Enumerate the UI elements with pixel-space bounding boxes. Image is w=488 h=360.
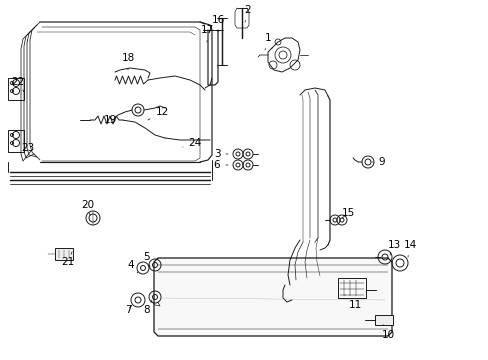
Polygon shape <box>154 258 391 336</box>
Text: 2: 2 <box>244 5 251 22</box>
Text: 12: 12 <box>148 107 168 120</box>
Bar <box>8 78 24 100</box>
Text: 21: 21 <box>61 252 75 267</box>
Text: 6: 6 <box>213 160 227 170</box>
Bar <box>374 315 392 325</box>
Text: 1: 1 <box>264 33 271 50</box>
Text: 18: 18 <box>121 53 134 70</box>
Text: 3: 3 <box>213 149 227 159</box>
Text: 16: 16 <box>211 15 224 32</box>
Text: 17: 17 <box>200 25 213 42</box>
Text: 22: 22 <box>11 77 24 92</box>
Text: 24: 24 <box>182 138 201 148</box>
Text: 13: 13 <box>386 240 400 255</box>
Text: 23: 23 <box>21 140 35 153</box>
Text: 15: 15 <box>341 208 354 218</box>
Text: 5: 5 <box>142 252 150 267</box>
Bar <box>8 130 24 152</box>
Text: 9: 9 <box>371 157 385 167</box>
Text: 20: 20 <box>81 200 94 215</box>
Text: 19: 19 <box>103 115 116 125</box>
Bar <box>337 278 365 298</box>
Text: 11: 11 <box>345 295 361 310</box>
Text: 14: 14 <box>403 240 416 257</box>
Text: 8: 8 <box>143 300 152 315</box>
Text: 10: 10 <box>381 324 394 340</box>
Text: 7: 7 <box>124 305 131 315</box>
Text: 4: 4 <box>127 260 138 273</box>
Bar <box>55 248 73 260</box>
